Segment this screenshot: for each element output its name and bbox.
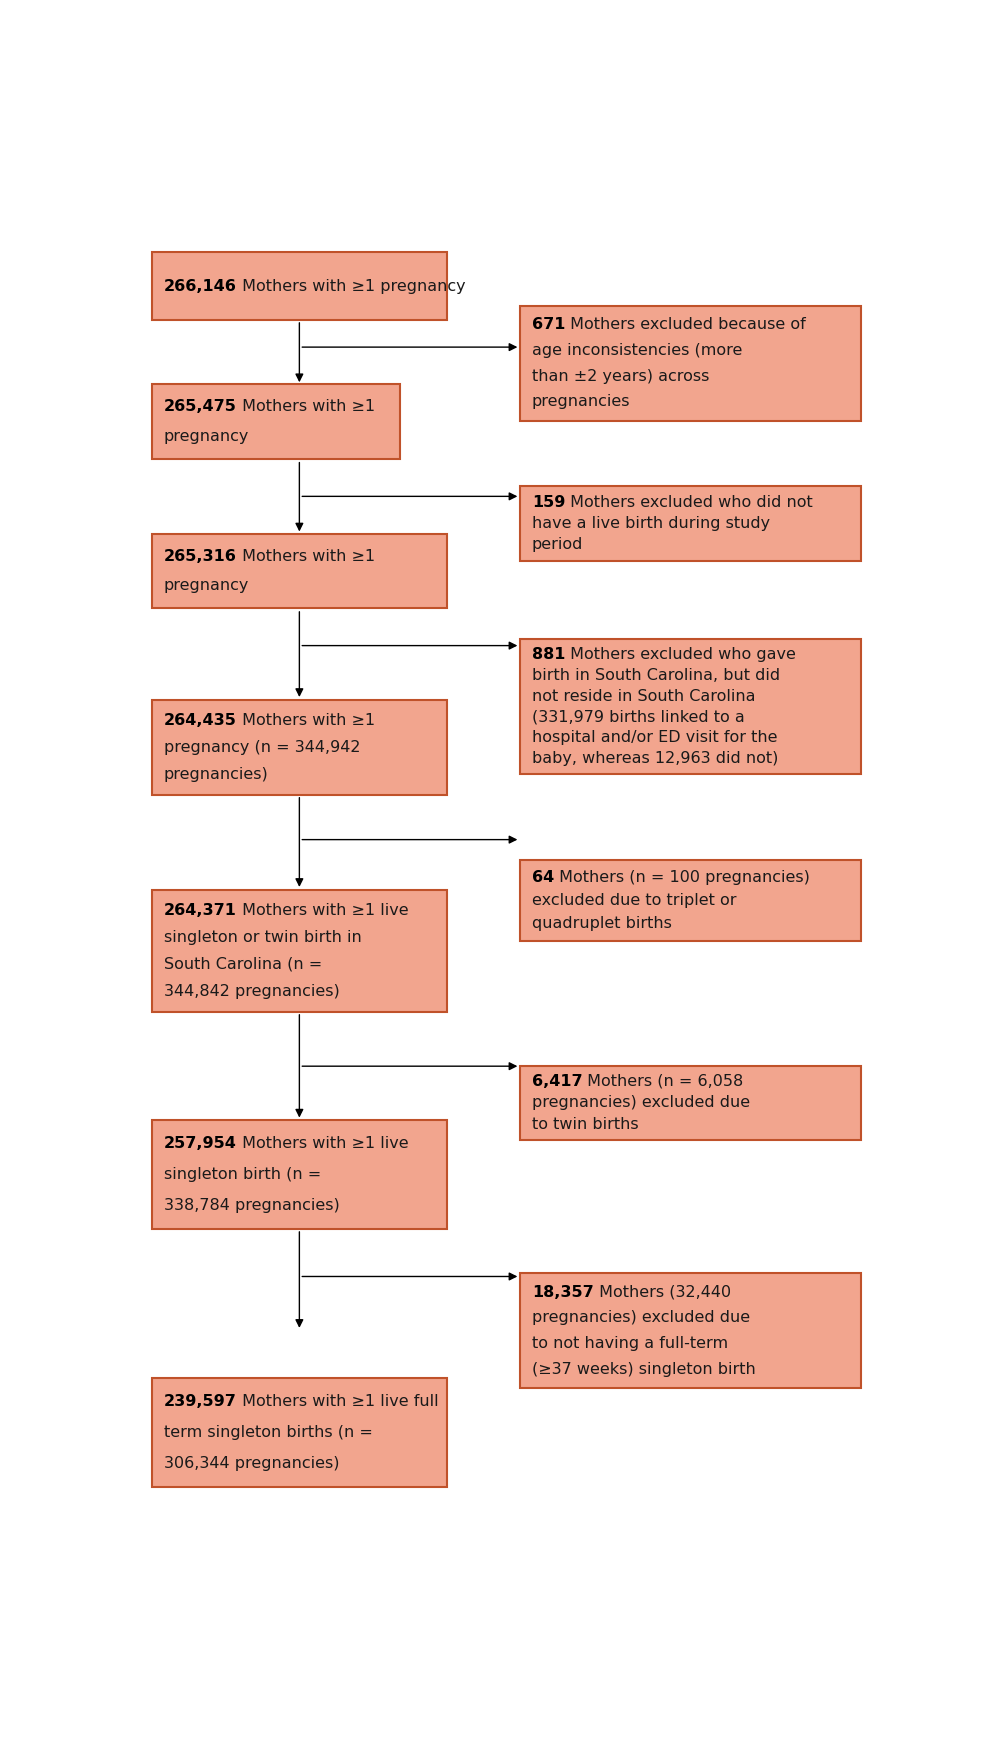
Text: baby, whereas 12,963 did not): baby, whereas 12,963 did not) bbox=[532, 751, 778, 766]
Text: Mothers excluded because of: Mothers excluded because of bbox=[565, 317, 806, 333]
FancyBboxPatch shape bbox=[152, 252, 447, 321]
Text: pregnancies: pregnancies bbox=[532, 395, 630, 409]
Text: 265,316: 265,316 bbox=[164, 548, 237, 564]
Text: pregnancy: pregnancy bbox=[164, 578, 249, 594]
Text: (≥37 weeks) singleton birth: (≥37 weeks) singleton birth bbox=[532, 1362, 756, 1376]
Text: 6,417: 6,417 bbox=[532, 1075, 582, 1089]
FancyBboxPatch shape bbox=[520, 860, 861, 941]
Text: Mothers excluded who did not: Mothers excluded who did not bbox=[565, 495, 813, 509]
Text: birth in South Carolina, but did: birth in South Carolina, but did bbox=[532, 668, 780, 684]
Text: 159: 159 bbox=[532, 495, 565, 509]
Text: 257,954: 257,954 bbox=[164, 1136, 237, 1151]
Text: 266,146: 266,146 bbox=[164, 278, 237, 294]
FancyBboxPatch shape bbox=[520, 486, 861, 560]
Text: Mothers with ≥1: Mothers with ≥1 bbox=[237, 712, 375, 728]
Text: 306,344 pregnancies): 306,344 pregnancies) bbox=[164, 1455, 339, 1471]
Text: quadruplet births: quadruplet births bbox=[532, 916, 672, 932]
FancyBboxPatch shape bbox=[152, 700, 447, 795]
Text: not reside in South Carolina: not reside in South Carolina bbox=[532, 689, 755, 703]
Text: 671: 671 bbox=[532, 317, 565, 333]
Text: 881: 881 bbox=[532, 647, 565, 663]
Text: 265,475: 265,475 bbox=[164, 400, 237, 414]
Text: 264,435: 264,435 bbox=[164, 712, 237, 728]
Text: pregnancies): pregnancies) bbox=[164, 766, 268, 782]
Text: Mothers with ≥1 live full: Mothers with ≥1 live full bbox=[237, 1394, 438, 1410]
Text: 264,371: 264,371 bbox=[164, 902, 237, 918]
Text: pregnancy: pregnancy bbox=[164, 430, 249, 444]
Text: Mothers (n = 6,058: Mothers (n = 6,058 bbox=[582, 1075, 744, 1089]
Text: singleton or twin birth in: singleton or twin birth in bbox=[164, 930, 362, 944]
Text: to twin births: to twin births bbox=[532, 1117, 639, 1131]
Text: Mothers with ≥1 pregnancy: Mothers with ≥1 pregnancy bbox=[237, 278, 465, 294]
Text: 64: 64 bbox=[532, 870, 554, 885]
Text: pregnancies) excluded due: pregnancies) excluded due bbox=[532, 1311, 750, 1325]
FancyBboxPatch shape bbox=[152, 384, 400, 460]
Text: term singleton births (n =: term singleton births (n = bbox=[164, 1425, 373, 1440]
FancyBboxPatch shape bbox=[152, 1121, 447, 1230]
FancyBboxPatch shape bbox=[152, 534, 447, 608]
Text: pregnancies) excluded due: pregnancies) excluded due bbox=[532, 1096, 750, 1110]
Text: have a live birth during study: have a live birth during study bbox=[532, 516, 770, 530]
Text: period: period bbox=[532, 537, 583, 552]
Text: hospital and/or ED visit for the: hospital and/or ED visit for the bbox=[532, 731, 777, 745]
FancyBboxPatch shape bbox=[520, 1274, 861, 1388]
Text: pregnancy (n = 344,942: pregnancy (n = 344,942 bbox=[164, 740, 360, 754]
FancyBboxPatch shape bbox=[520, 640, 861, 775]
Text: singleton birth (n =: singleton birth (n = bbox=[164, 1166, 321, 1182]
Text: age inconsistencies (more: age inconsistencies (more bbox=[532, 344, 742, 358]
Text: Mothers (32,440: Mothers (32,440 bbox=[594, 1284, 731, 1300]
FancyBboxPatch shape bbox=[520, 1066, 861, 1140]
Text: Mothers with ≥1: Mothers with ≥1 bbox=[237, 400, 375, 414]
Text: than ±2 years) across: than ±2 years) across bbox=[532, 368, 709, 384]
Text: to not having a full-term: to not having a full-term bbox=[532, 1336, 728, 1351]
Text: Mothers with ≥1 live: Mothers with ≥1 live bbox=[237, 902, 408, 918]
Text: excluded due to triplet or: excluded due to triplet or bbox=[532, 893, 736, 907]
FancyBboxPatch shape bbox=[152, 890, 447, 1011]
Text: Mothers excluded who gave: Mothers excluded who gave bbox=[565, 647, 796, 663]
Text: South Carolina (n =: South Carolina (n = bbox=[164, 957, 322, 973]
Text: 18,357: 18,357 bbox=[532, 1284, 594, 1300]
Text: 239,597: 239,597 bbox=[164, 1394, 237, 1410]
Text: 344,842 pregnancies): 344,842 pregnancies) bbox=[164, 983, 340, 999]
Text: Mothers (n = 100 pregnancies): Mothers (n = 100 pregnancies) bbox=[554, 870, 810, 885]
FancyBboxPatch shape bbox=[520, 307, 861, 421]
FancyBboxPatch shape bbox=[152, 1378, 447, 1487]
Text: (331,979 births linked to a: (331,979 births linked to a bbox=[532, 710, 745, 724]
Text: Mothers with ≥1 live: Mothers with ≥1 live bbox=[237, 1136, 408, 1151]
Text: 338,784 pregnancies): 338,784 pregnancies) bbox=[164, 1198, 340, 1214]
Text: Mothers with ≥1: Mothers with ≥1 bbox=[237, 548, 375, 564]
